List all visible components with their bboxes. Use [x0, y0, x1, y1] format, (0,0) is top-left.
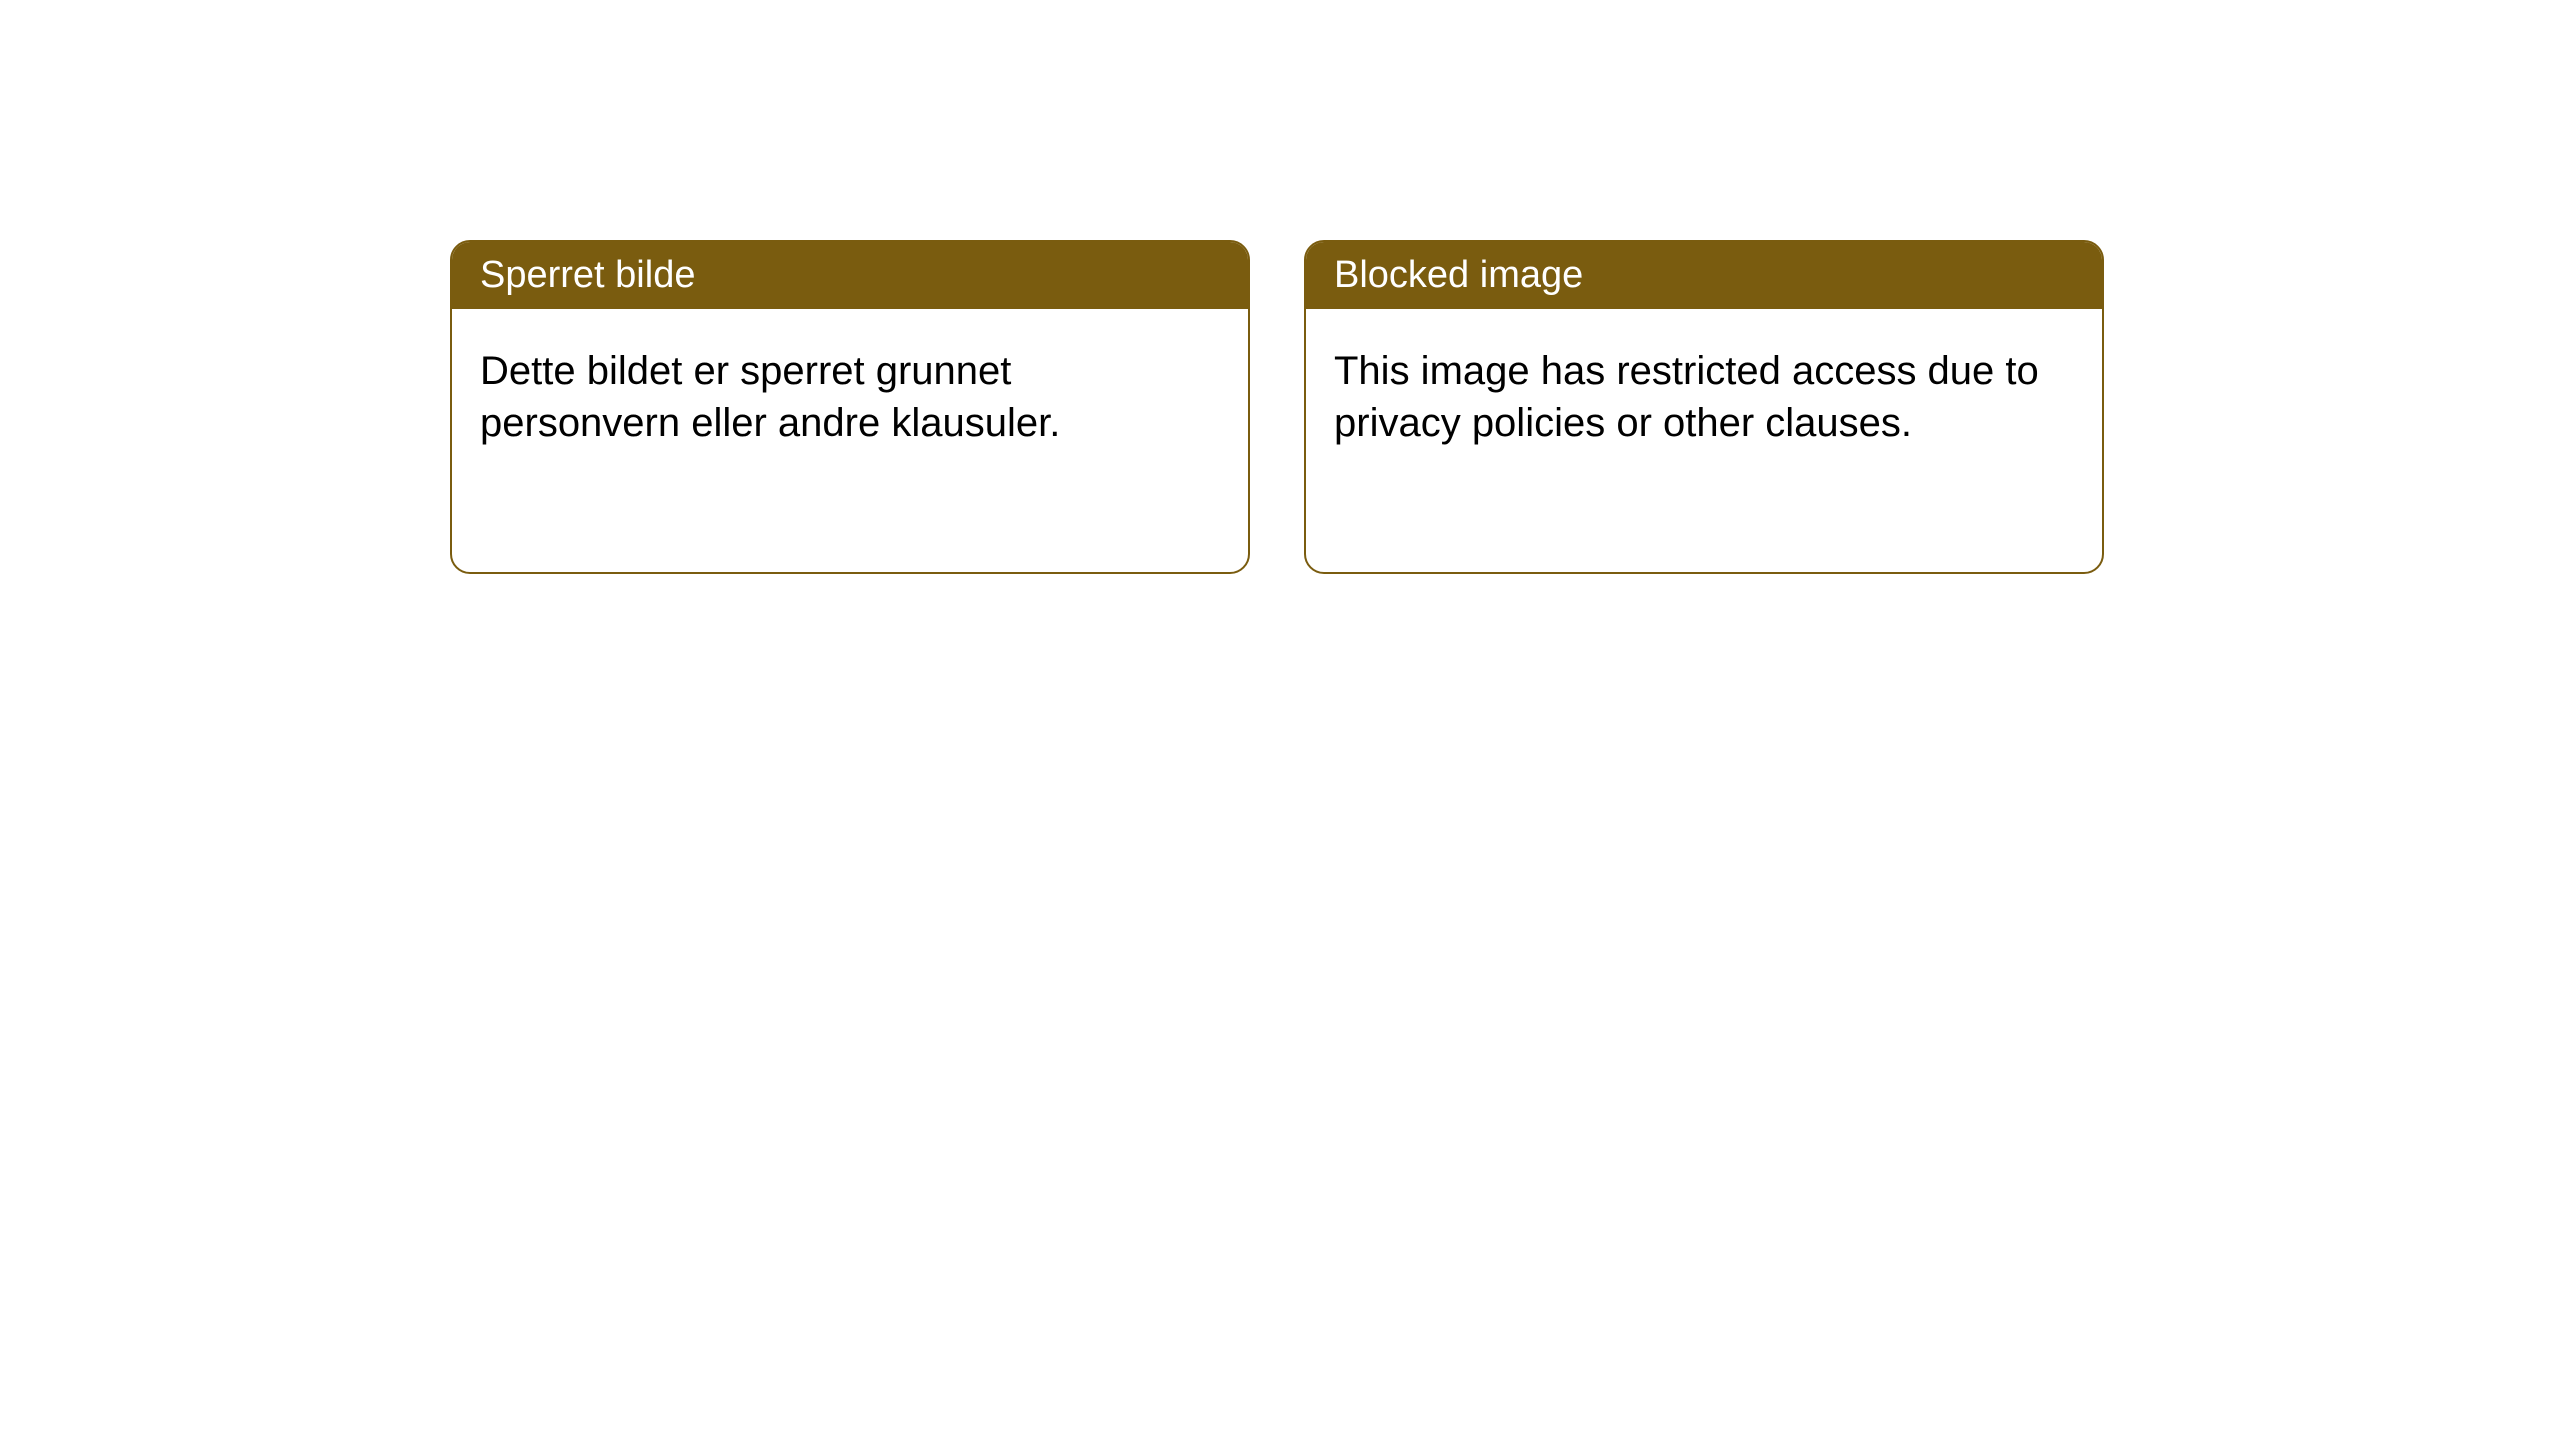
notice-container: Sperret bilde Dette bildet er sperret gr…	[0, 0, 2560, 574]
notice-title-norwegian: Sperret bilde	[452, 242, 1248, 309]
notice-body-english: This image has restricted access due to …	[1306, 309, 2102, 485]
notice-body-norwegian: Dette bildet er sperret grunnet personve…	[452, 309, 1248, 485]
notice-card-norwegian: Sperret bilde Dette bildet er sperret gr…	[450, 240, 1250, 574]
notice-card-english: Blocked image This image has restricted …	[1304, 240, 2104, 574]
notice-title-english: Blocked image	[1306, 242, 2102, 309]
